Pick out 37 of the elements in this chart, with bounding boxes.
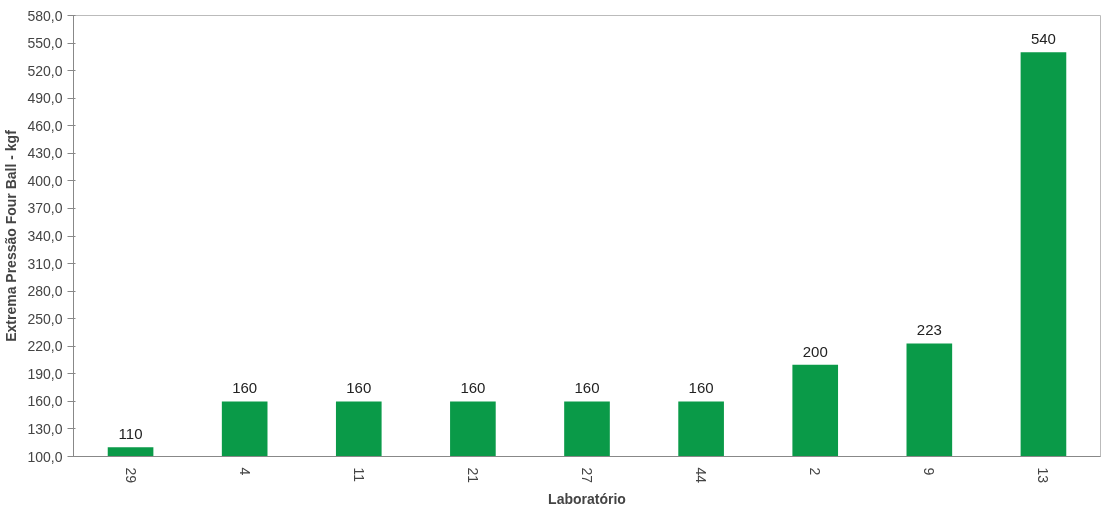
x-tick-label: 4 — [236, 467, 253, 476]
data-label: 110 — [118, 425, 143, 443]
y-tick-label: 340,0 — [27, 228, 63, 244]
y-tick-label: 310,0 — [27, 255, 63, 272]
y-tick-label: 370,0 — [27, 200, 63, 217]
x-tick-label: 29 — [122, 467, 139, 484]
y-tick-label: 160,0 — [27, 393, 63, 410]
y-tick-label: 190,0 — [27, 365, 63, 382]
x-tick-label: 27 — [579, 467, 595, 484]
y-tick-label: 250,0 — [27, 310, 63, 327]
x-tick-label: 21 — [464, 467, 481, 484]
y-tick-label: 520,0 — [27, 62, 63, 79]
y-tick-label: 100,0 — [27, 448, 63, 465]
y-tick-label: 400,0 — [27, 172, 63, 189]
data-label: 160 — [688, 379, 714, 397]
x-tick-label: 2 — [807, 467, 824, 476]
x-tick-label: 11 — [350, 467, 367, 483]
y-tick-label: 280,0 — [27, 283, 63, 300]
y-tick-label: 220,0 — [27, 338, 63, 355]
y-tick-label: 130,0 — [27, 420, 63, 437]
data-label: 540 — [1030, 30, 1056, 48]
y-tick-label: 460,0 — [27, 117, 63, 134]
x-axis-title: Laboratório — [548, 491, 626, 508]
y-tick-label: 580,0 — [27, 7, 63, 24]
data-label: 160 — [574, 379, 600, 397]
y-tick-label: 430,0 — [27, 145, 63, 162]
y-tick-label: 550,0 — [27, 35, 63, 52]
data-label: 160 — [232, 379, 258, 397]
x-tick-label: 44 — [693, 467, 710, 484]
data-label: 200 — [802, 342, 828, 360]
data-label: 160 — [460, 379, 486, 397]
data-label: 223 — [916, 321, 942, 339]
x-tick-label: 9 — [921, 467, 938, 476]
y-tick-label: 490,0 — [27, 90, 63, 107]
x-tick-label: 13 — [1035, 467, 1052, 484]
y-axis-title: Extrema Pressão Four Ball - kgf — [3, 129, 20, 342]
data-label: 160 — [346, 379, 372, 397]
